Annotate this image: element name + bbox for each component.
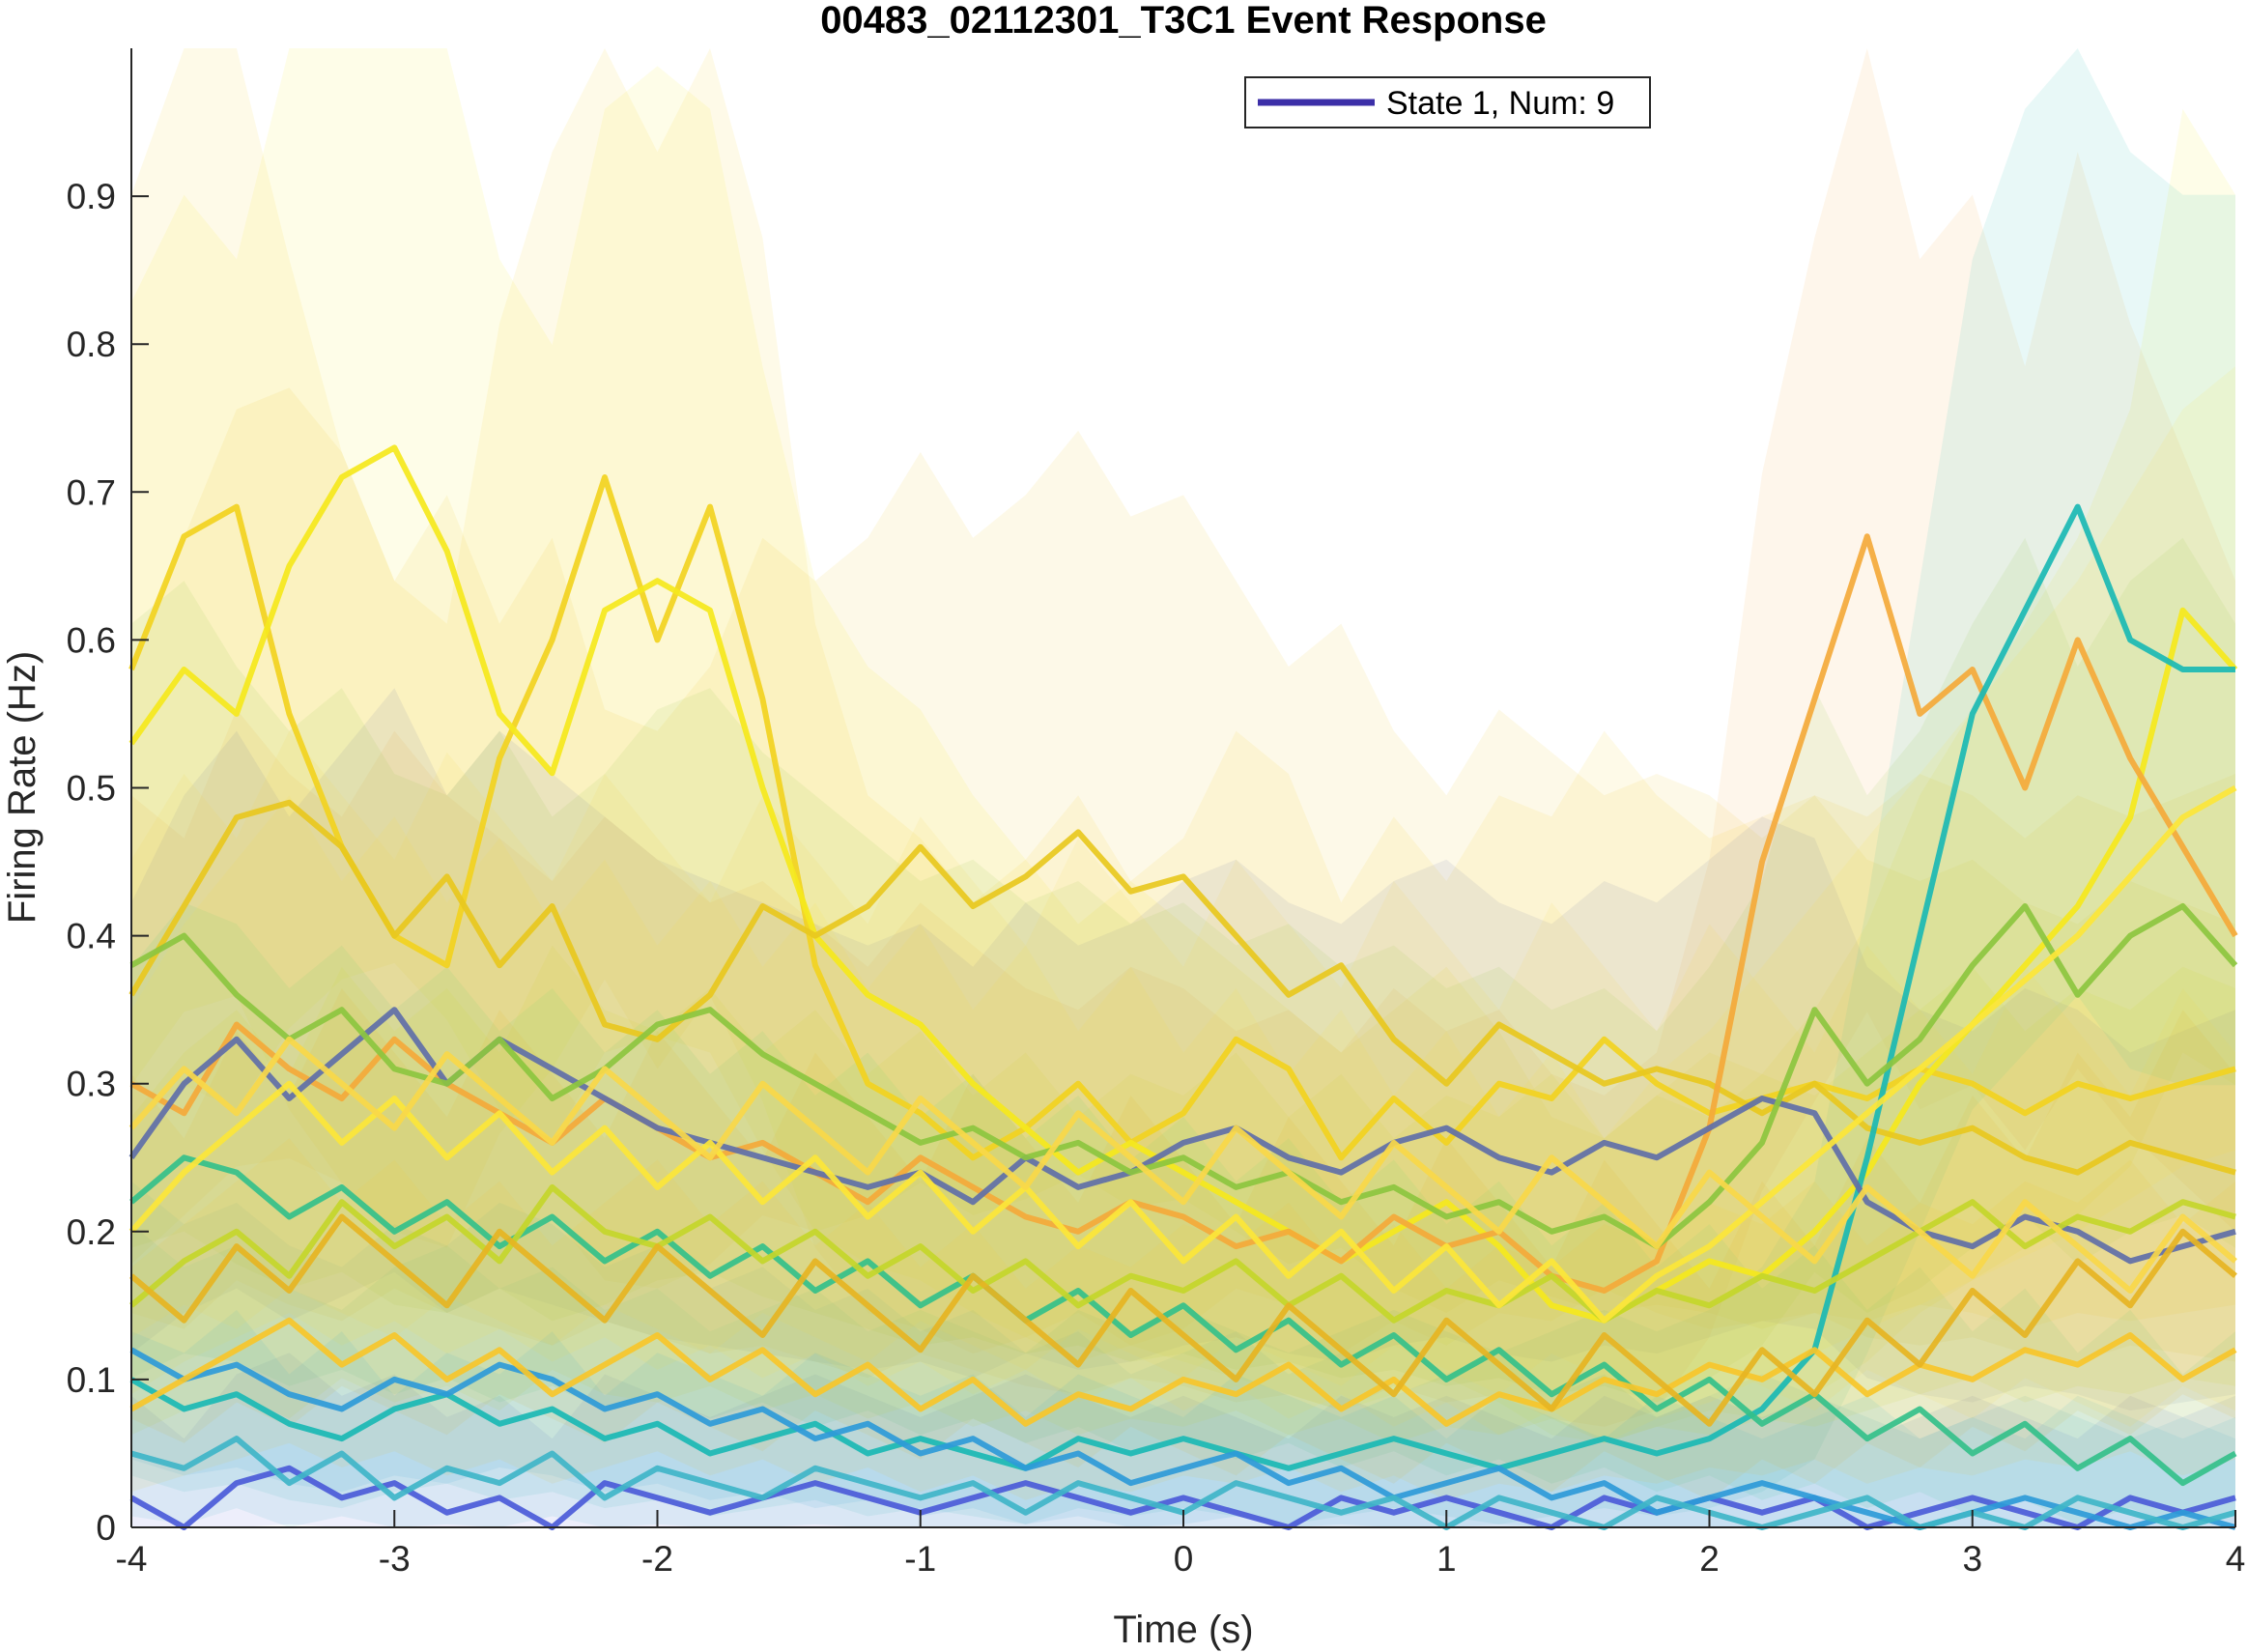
y-tick-label-1: 0.1 (67, 1360, 116, 1400)
y-tick-label-0: 0 (96, 1508, 116, 1548)
series-2-band (131, 48, 2235, 1443)
x-tick-label-6: 2 (1699, 1539, 1720, 1579)
x-tick-label-5: 1 (1436, 1539, 1457, 1579)
x-tick-label-8: 4 (2226, 1539, 2246, 1579)
series-15-band (131, 1309, 2235, 1527)
series-6-line (129, 1465, 2236, 1530)
y-tick-label-8: 0.8 (67, 325, 116, 364)
series-16-line (128, 1036, 2237, 1294)
x-tick-label-3: -1 (904, 1539, 936, 1579)
chart-title: 00483_02112301_T3C1 Event Response (820, 0, 1547, 42)
series-16-band (131, 730, 2235, 1427)
y-tick-label-4: 0.4 (67, 917, 116, 956)
x-tick-label-0: -4 (116, 1539, 148, 1579)
series-9-line (129, 1154, 2237, 1487)
legend: State 1, Num: 9 (1244, 76, 1651, 128)
series-2-line (128, 444, 2238, 1324)
series-8-line (129, 1347, 2236, 1530)
y-tick-label-5: 0.5 (67, 769, 116, 809)
x-tick-label-4: 0 (1174, 1539, 1194, 1579)
x-tick-label-7: 3 (1962, 1539, 1982, 1579)
series-11-band (131, 945, 2235, 1443)
legend-label: State 1, Num: 9 (1386, 85, 1614, 122)
confidence-bands (131, 48, 2235, 1527)
y-tick-label-9: 0.9 (67, 177, 116, 216)
series-12-line (129, 1317, 2237, 1427)
series-3-line (128, 799, 2236, 1176)
series-14-line (129, 1213, 2237, 1427)
series-11-line (129, 1183, 2236, 1324)
x-tick-label-1: -3 (379, 1539, 411, 1579)
series-4-line (129, 533, 2238, 1294)
series-10-line (129, 903, 2238, 1250)
y-tick-label-2: 0.2 (67, 1212, 116, 1252)
series-5-line (129, 503, 2235, 1471)
y-ticks: 0 0.1 0.2 0.3 0.4 0.5 0.6 0.7 0.8 0.9 (67, 177, 149, 1548)
series-lines (128, 444, 2238, 1530)
y-tick-label-6: 0.6 (67, 620, 116, 660)
series-13-line (128, 784, 2237, 1324)
legend-box (1244, 76, 1651, 128)
y-tick-label-7: 0.7 (67, 472, 116, 512)
x-tick-label-2: -2 (641, 1539, 673, 1579)
y-tick-label-3: 0.3 (67, 1065, 116, 1104)
x-axis-label: Time (s) (1113, 1609, 1253, 1651)
y-axis-label: Firing Rate (Hz) (1, 651, 43, 924)
x-ticks: -4 -3 -2 -1 0 1 2 3 4 (116, 1510, 2246, 1579)
series-5-band (131, 48, 2235, 1524)
